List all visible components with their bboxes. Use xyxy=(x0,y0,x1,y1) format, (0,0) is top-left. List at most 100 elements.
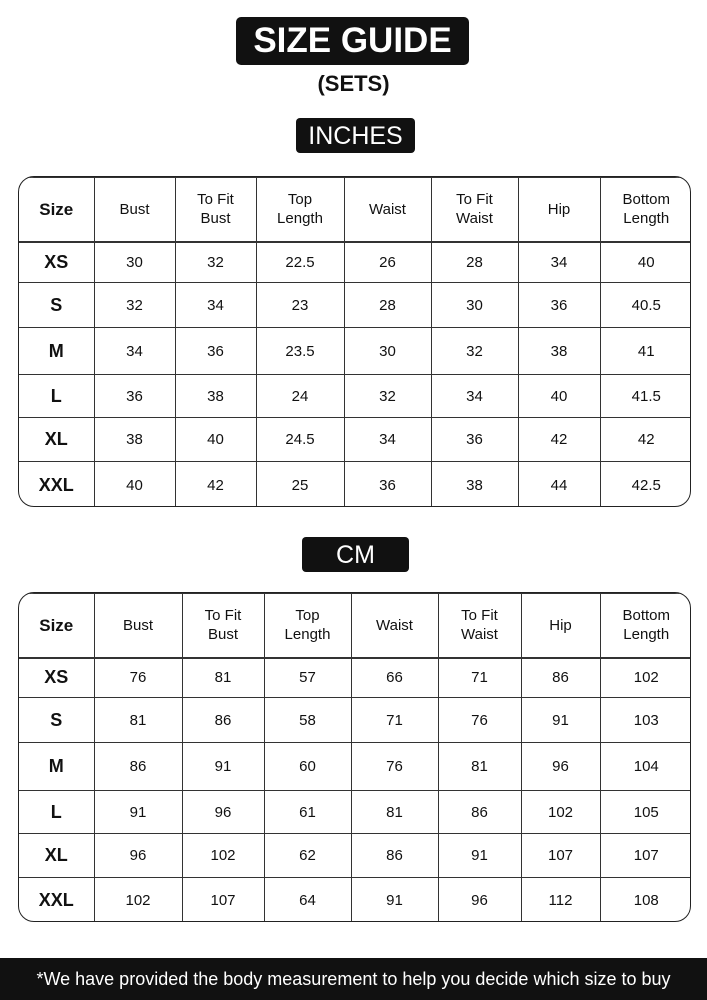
column-header: Waist xyxy=(350,593,439,658)
measurement-cell: 30 xyxy=(430,282,519,328)
measurement-cell: 30 xyxy=(343,327,432,375)
measurement-cell: 102 xyxy=(520,790,601,834)
column-header: To Fit Bust xyxy=(174,177,257,242)
measurement-cell: 40 xyxy=(599,241,690,283)
cm-size-table: Size Bust To Fit Bust Top Length Waist To Fit… xyxy=(18,592,691,922)
column-header: Hip xyxy=(517,177,601,242)
measurement-cell: 34 xyxy=(93,327,176,375)
table-row: XS 30 32 22.5 26 28 34 40 xyxy=(19,241,690,283)
size-cell: S xyxy=(19,697,95,743)
measurement-cell: 76 xyxy=(437,697,522,743)
measurement-cell: 76 xyxy=(93,657,183,698)
measurement-cell: 28 xyxy=(430,241,519,283)
measurement-cell: 71 xyxy=(437,657,522,698)
measurement-cell: 102 xyxy=(181,833,265,878)
inches-size-table: Size Bust To Fit Bust Top Length Waist To Fit… xyxy=(18,176,691,507)
measurement-cell: 103 xyxy=(599,697,690,743)
size-cell: L xyxy=(19,374,95,418)
measurement-cell: 40.5 xyxy=(599,282,690,328)
size-cell: XS xyxy=(19,241,95,283)
column-header: Bottom Length xyxy=(599,177,690,242)
measurement-cell: 107 xyxy=(599,833,690,878)
size-cell: XL xyxy=(19,833,95,878)
page-subtitle: (SETS) xyxy=(317,71,390,96)
table-row: XXL 40 42 25 36 38 44 42.5 xyxy=(19,461,690,506)
size-cell: XL xyxy=(19,417,95,462)
measurement-cell: 34 xyxy=(430,374,519,418)
size-cell: M xyxy=(19,742,95,791)
cm-section-label: CM xyxy=(302,537,409,572)
measurement-cell: 23.5 xyxy=(255,327,345,375)
measurement-cell: 105 xyxy=(599,790,690,834)
measurement-cell: 36 xyxy=(517,282,601,328)
table-row: M 86 91 60 76 81 96 104 xyxy=(19,742,690,791)
measurement-cell: 42 xyxy=(599,417,690,462)
measurement-cell: 108 xyxy=(599,877,690,921)
column-header: Size xyxy=(19,177,95,242)
table-row: M 34 36 23.5 30 32 38 41 xyxy=(19,327,690,375)
size-cell: XS xyxy=(19,657,95,698)
page-title: SIZE GUIDE xyxy=(236,17,469,65)
measurement-cell: 24.5 xyxy=(255,417,345,462)
measurement-cell: 40 xyxy=(174,417,257,462)
measurement-cell: 32 xyxy=(174,241,257,283)
measurement-cell: 86 xyxy=(437,790,522,834)
column-header: Size xyxy=(19,593,95,658)
measurement-cell: 91 xyxy=(437,833,522,878)
size-cell: S xyxy=(19,282,95,328)
table-row: XL 38 40 24.5 34 36 42 42 xyxy=(19,417,690,462)
measurement-cell: 26 xyxy=(343,241,432,283)
measurement-cell: 62 xyxy=(263,833,352,878)
measurement-cell: 32 xyxy=(93,282,176,328)
measurement-cell: 30 xyxy=(93,241,176,283)
measurement-cell: 23 xyxy=(255,282,345,328)
measurement-cell: 36 xyxy=(93,374,176,418)
measurement-cell: 36 xyxy=(430,417,519,462)
measurement-cell: 34 xyxy=(174,282,257,328)
table-row: S 81 86 58 71 76 91 103 xyxy=(19,697,690,743)
measurement-cell: 41 xyxy=(599,327,690,375)
header-row: Size Bust To Fit Bust Top Length Waist To Fit… xyxy=(19,177,690,242)
measurement-cell: 81 xyxy=(93,697,183,743)
inches-section-label: INCHES xyxy=(296,118,415,153)
table-row: S 32 34 23 28 30 36 40.5 xyxy=(19,282,690,328)
column-header: Waist xyxy=(343,177,432,242)
measurement-cell: 42.5 xyxy=(599,461,690,506)
measurement-cell: 34 xyxy=(517,241,601,283)
measurement-cell: 38 xyxy=(430,461,519,506)
column-header: To Fit Waist xyxy=(430,177,519,242)
column-header: To Fit Waist xyxy=(437,593,522,658)
size-cell: L xyxy=(19,790,95,834)
measurement-cell: 71 xyxy=(350,697,439,743)
column-header: Top Length xyxy=(255,177,345,242)
size-cell: M xyxy=(19,327,95,375)
measurement-cell: 102 xyxy=(93,877,183,921)
measurement-cell: 24 xyxy=(255,374,345,418)
measurement-cell: 61 xyxy=(263,790,352,834)
column-header: Bust xyxy=(93,593,183,658)
measurement-cell: 32 xyxy=(430,327,519,375)
measurement-cell: 91 xyxy=(93,790,183,834)
measurement-cell: 28 xyxy=(343,282,432,328)
measurement-cell: 96 xyxy=(437,877,522,921)
measurement-cell: 40 xyxy=(517,374,601,418)
measurement-cell: 58 xyxy=(263,697,352,743)
measurement-cell: 86 xyxy=(93,742,183,791)
column-header: Top Length xyxy=(263,593,352,658)
measurement-cell: 96 xyxy=(520,742,601,791)
measurement-cell: 44 xyxy=(517,461,601,506)
size-cell: XXL xyxy=(19,877,95,921)
measurement-cell: 25 xyxy=(255,461,345,506)
measurement-cell: 107 xyxy=(520,833,601,878)
column-header: To Fit Bust xyxy=(181,593,265,658)
measurement-cell: 91 xyxy=(520,697,601,743)
size-cell: XXL xyxy=(19,461,95,506)
measurement-cell: 81 xyxy=(437,742,522,791)
measurement-cell: 22.5 xyxy=(255,241,345,283)
header-row: Size Bust To Fit Bust Top Length Waist To Fit… xyxy=(19,593,690,658)
measurement-cell: 86 xyxy=(350,833,439,878)
measurement-cell: 81 xyxy=(181,657,265,698)
measurement-cell: 91 xyxy=(350,877,439,921)
measurement-cell: 40 xyxy=(93,461,176,506)
column-header: Hip xyxy=(520,593,601,658)
